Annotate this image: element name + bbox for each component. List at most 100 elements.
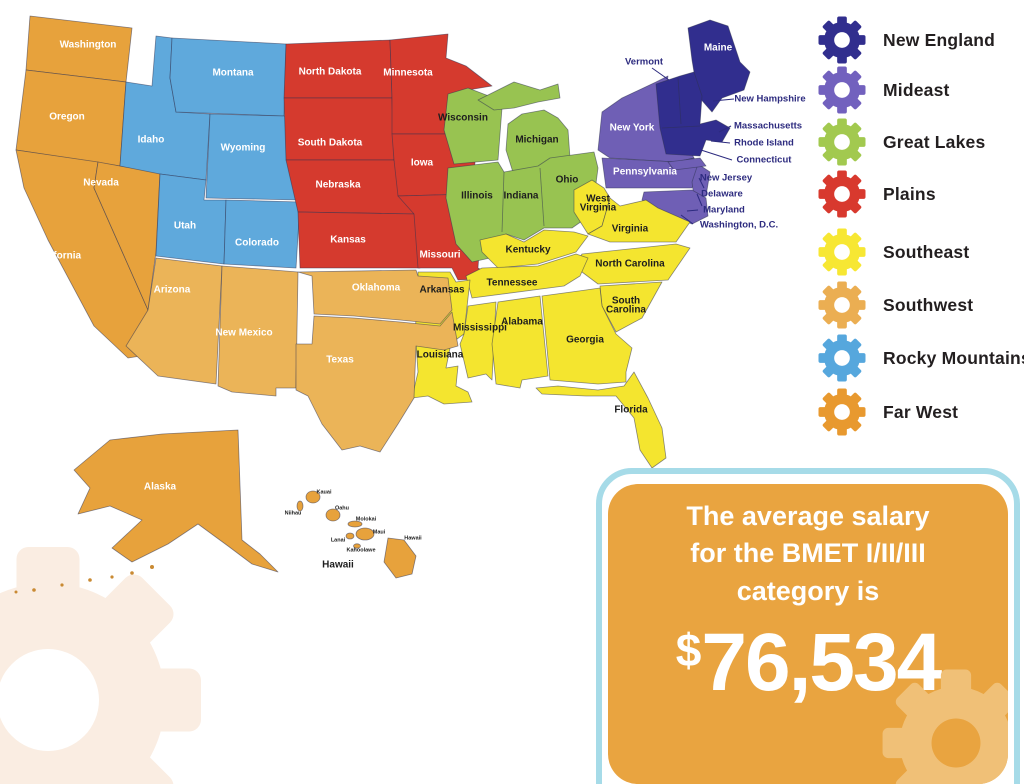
map-label-south-dakota: South Dakota: [298, 138, 363, 149]
map-label-illinois: Illinois: [461, 191, 493, 202]
map-label-south-carolina: South Carolina: [606, 295, 646, 315]
state-alaska: [73, 429, 279, 573]
map-label-maryland: Maryland: [703, 205, 745, 216]
map-label-michigan: Michigan: [515, 135, 558, 146]
map-label-connecticut: Connecticut: [737, 155, 793, 166]
map-label-arizona: Arizona: [154, 285, 191, 296]
states-vt-nh-ma-ct-ri: [655, 71, 731, 157]
legend-item-new-england: New England: [818, 16, 995, 64]
states-il-in-oh: [445, 151, 599, 263]
state-border-line: [539, 167, 545, 227]
legend-item-southwest: Southwest: [818, 281, 973, 329]
map-label-west-virginia: West Virginia: [580, 193, 617, 213]
map-label-new-mexico: New Mexico: [215, 328, 272, 339]
leader-line: [718, 125, 732, 133]
island-label-kauai: Kauai: [317, 489, 332, 495]
island-label-kahoolawe: Kahoolawe: [346, 547, 375, 553]
leader-line: [712, 98, 735, 102]
callout-text: The average salary for the BMET I/II/III…: [608, 498, 1008, 610]
map-label-virginia: Virginia: [612, 224, 649, 235]
legend-gear-icon: [818, 388, 866, 436]
map-label-louisiana: Louisiana: [417, 350, 464, 361]
map-label-new-hampshire: New Hampshire: [734, 94, 805, 105]
state-labels-layer: Washington Oregon California Nevada Idaho Mon…: [35, 40, 733, 571]
map-label-vermont: Vermont: [625, 57, 664, 68]
legend-gear-icon: [818, 170, 866, 218]
map-label-tennessee: Tennessee: [487, 278, 538, 289]
map-label-mississippi: Mississippi: [453, 323, 507, 334]
leader-line: [700, 149, 733, 161]
map-label-rhode-island: Rhode Island: [734, 138, 794, 149]
state-mississippi: [459, 301, 497, 381]
state-texas: [295, 311, 459, 453]
legend-item-rocky-mountains: Rocky Mountains: [818, 334, 1024, 382]
legend-item-label: Plains: [883, 183, 936, 204]
amount-value: 76,534: [701, 616, 942, 708]
map-label-washington-d-c-: Washington, D.C.: [700, 220, 778, 231]
state-border-line: [677, 77, 682, 125]
legend-item-southeast: Southeast: [818, 228, 969, 276]
map-label-nebraska: Nebraska: [315, 180, 360, 191]
legend-gear-icon: [818, 228, 866, 276]
legend-item-label: Southwest: [883, 294, 974, 315]
legend-gear-icon: [818, 281, 866, 329]
callout-gear-icon: [882, 669, 1008, 784]
map-label-ohio: Ohio: [556, 175, 579, 186]
map-label-oregon: Oregon: [49, 112, 85, 123]
island-label-oahu: Oahu: [335, 505, 349, 511]
state-colorado: [223, 199, 301, 269]
map-label-oklahoma: Oklahoma: [352, 283, 401, 294]
region-new-england: [655, 19, 751, 157]
map-label-new-jersey: New Jersey: [700, 173, 753, 184]
callout-line-3: category is: [736, 575, 880, 606]
state-south-dakota: [283, 97, 395, 161]
state-virginia: [587, 197, 691, 243]
map-label-minnesota: Minnesota: [383, 68, 433, 79]
state-kentucky: [479, 229, 589, 269]
legend-gear-icon: [818, 16, 866, 64]
leader-line: [710, 140, 731, 144]
region-legend: New England Mideast Great Lakes Plains South…: [812, 0, 1024, 460]
map-label-nevada: Nevada: [83, 178, 119, 189]
map-label-alabama: Alabama: [501, 317, 543, 328]
map-label-massachusetts: Massachusetts: [734, 121, 802, 132]
map-label-utah: Utah: [174, 221, 196, 232]
island-label-niihau: Niihau: [285, 510, 302, 516]
state-florida: [535, 371, 667, 469]
watermark-gear-icon: [0, 547, 201, 784]
map-label-iowa: Iowa: [411, 158, 434, 169]
leader-line: [651, 67, 670, 81]
legend-item-mideast: Mideast: [818, 66, 950, 114]
island-label-lanai: Lanai: [331, 537, 346, 543]
legend-item-plains: Plains: [818, 170, 936, 218]
long-island: [667, 157, 707, 171]
map-label-maine: Maine: [704, 43, 733, 54]
region-far-west: [14, 15, 417, 594]
state-montana: [169, 37, 287, 117]
map-label-missouri: Missouri: [419, 250, 460, 261]
map-label-california: California: [35, 251, 82, 262]
legend-gear-icon: [818, 66, 866, 114]
state-michigan-upper: [477, 81, 561, 111]
map-label-indiana: Indiana: [503, 191, 538, 202]
map-label-texas: Texas: [326, 355, 354, 366]
leader-line: [696, 193, 703, 207]
region-southwest: [125, 257, 459, 453]
map-label-idaho: Idaho: [138, 135, 165, 146]
map-label-washington: Washington: [60, 40, 117, 51]
map-label-alaska: Alaska: [144, 482, 177, 493]
map-label-wyoming: Wyoming: [221, 143, 266, 154]
callout-line-1: The average salary: [686, 501, 930, 531]
legend-item-great-lakes: Great Lakes: [818, 118, 985, 166]
map-label-north-carolina: North Carolina: [595, 259, 665, 270]
map-label-delaware: Delaware: [701, 189, 743, 200]
callout-line-2: for the BMET I/II/III: [690, 538, 926, 569]
legend-gear-icon: [818, 334, 866, 382]
map-label-arkansas: Arkansas: [419, 285, 464, 296]
leader-line: [686, 209, 699, 212]
island-label-maui: Maui: [373, 529, 386, 535]
state-tennessee: [465, 253, 589, 299]
legend-item-label: New England: [883, 29, 996, 50]
